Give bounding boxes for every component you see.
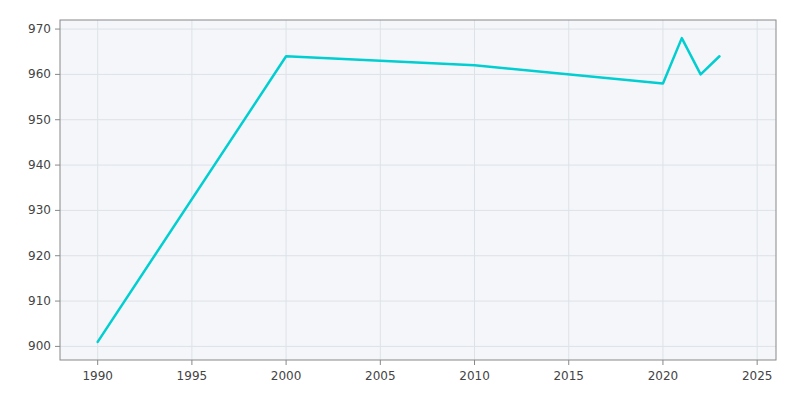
plot-background	[60, 20, 776, 360]
y-tick-label: 960	[28, 67, 51, 81]
tick-labels: 1990 1995 2000 2005 2010 2015 2020 2025 900 910 92…	[28, 22, 772, 383]
y-tick-label: 920	[28, 249, 51, 263]
y-tick-label: 900	[28, 339, 51, 353]
x-tick-label: 2020	[648, 369, 679, 383]
y-tick	[55, 74, 60, 75]
y-tick	[55, 210, 60, 211]
x-grid-line	[191, 20, 192, 360]
x-grid-line	[286, 20, 287, 360]
x-tick	[286, 360, 287, 365]
y-grid-line	[60, 29, 776, 30]
y-tick	[55, 346, 60, 347]
x-grid-line	[568, 20, 569, 360]
y-grid-line	[60, 165, 776, 166]
x-tick-label: 2005	[365, 369, 396, 383]
x-grid-line	[380, 20, 381, 360]
x-grid-line	[97, 20, 98, 360]
x-tick-label: 2015	[553, 369, 584, 383]
y-grid-line	[60, 210, 776, 211]
y-tick-label: 950	[28, 113, 51, 127]
x-tick-label: 1995	[177, 369, 208, 383]
x-tick	[474, 360, 475, 365]
y-grid-line	[60, 119, 776, 120]
grid	[55, 20, 776, 365]
x-tick	[568, 360, 569, 365]
y-tick	[55, 165, 60, 166]
y-tick	[55, 119, 60, 120]
y-tick	[55, 255, 60, 256]
x-tick	[757, 360, 758, 365]
y-tick-label: 930	[28, 203, 51, 217]
x-tick	[191, 360, 192, 365]
y-grid-line	[60, 346, 776, 347]
x-tick	[97, 360, 98, 365]
x-grid-line	[757, 20, 758, 360]
chart-svg: 1990 1995 2000 2005 2010 2015 2020 2025 900 910 92…	[0, 0, 800, 400]
x-tick-label: 2010	[459, 369, 490, 383]
x-tick-label: 2025	[742, 369, 773, 383]
y-tick	[55, 301, 60, 302]
chart-container: 1990 1995 2000 2005 2010 2015 2020 2025 900 910 92…	[0, 0, 800, 400]
x-tick-label: 2000	[271, 369, 302, 383]
x-tick	[380, 360, 381, 365]
data-area	[98, 38, 720, 342]
y-tick-label: 940	[28, 158, 51, 172]
y-grid-line	[60, 255, 776, 256]
plot-frame	[60, 20, 776, 360]
y-grid-line	[60, 74, 776, 75]
y-grid-line	[60, 301, 776, 302]
y-tick	[55, 29, 60, 30]
y-tick-label: 970	[28, 22, 51, 36]
x-grid-line	[474, 20, 475, 360]
x-grid-line	[662, 20, 663, 360]
data-line	[98, 38, 720, 342]
x-tick-label: 1990	[82, 369, 113, 383]
y-tick-label: 910	[28, 294, 51, 308]
x-tick	[662, 360, 663, 365]
